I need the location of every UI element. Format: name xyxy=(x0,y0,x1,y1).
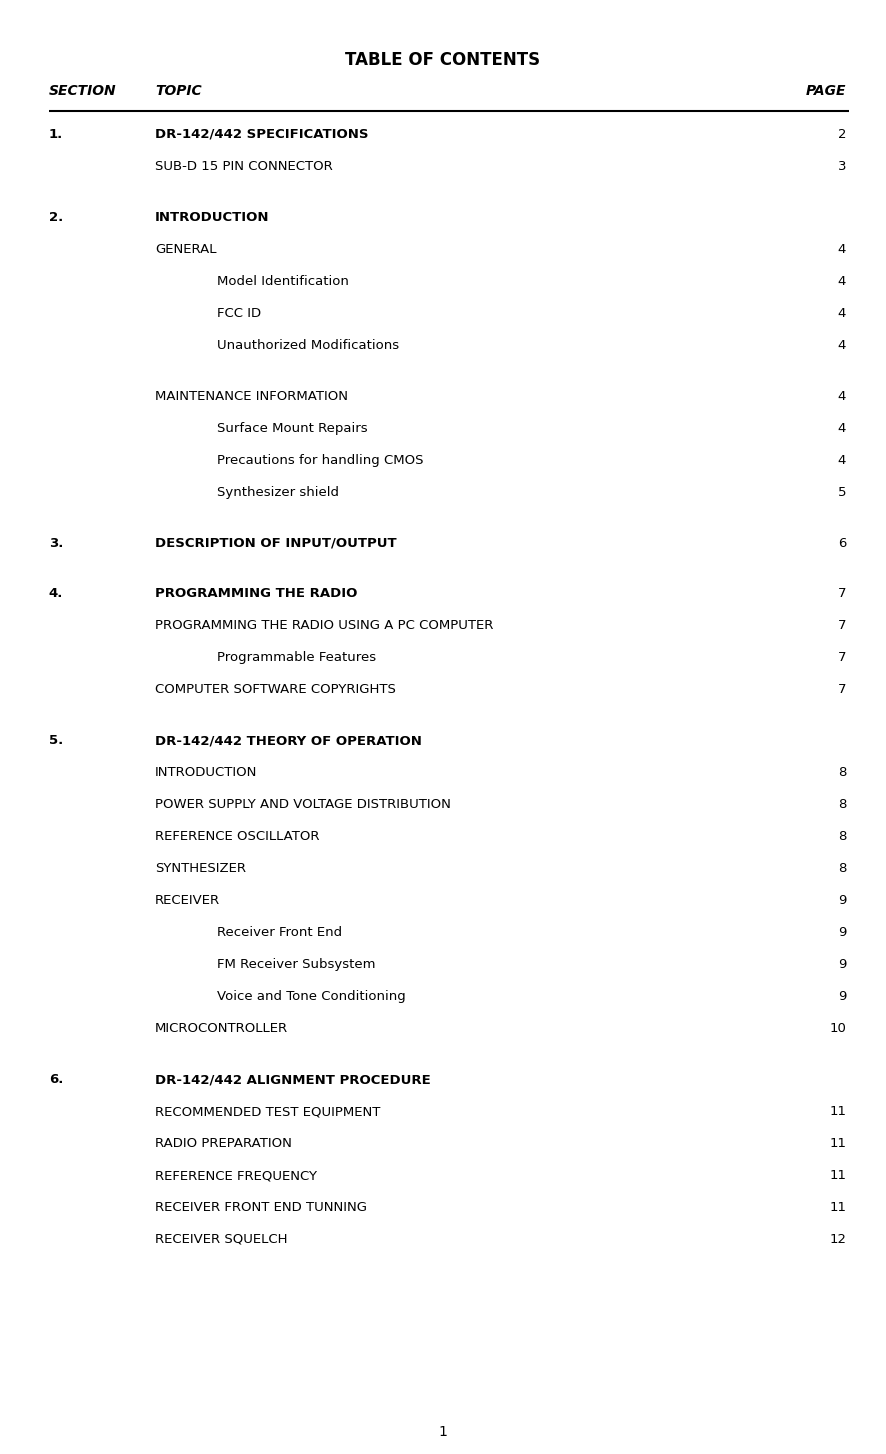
Text: TABLE OF CONTENTS: TABLE OF CONTENTS xyxy=(346,51,540,68)
Text: 11: 11 xyxy=(829,1105,846,1118)
Text: 6.: 6. xyxy=(49,1073,63,1086)
Text: DR-142/442 THEORY OF OPERATION: DR-142/442 THEORY OF OPERATION xyxy=(155,734,422,747)
Text: PAGE: PAGE xyxy=(805,84,846,99)
Text: 5: 5 xyxy=(837,486,846,499)
Text: Voice and Tone Conditioning: Voice and Tone Conditioning xyxy=(217,990,406,1003)
Text: 2: 2 xyxy=(837,128,846,141)
Text: 8: 8 xyxy=(838,862,846,875)
Text: PROGRAMMING THE RADIO: PROGRAMMING THE RADIO xyxy=(155,587,357,601)
Text: 4.: 4. xyxy=(49,587,63,601)
Text: 4: 4 xyxy=(838,390,846,403)
Text: GENERAL: GENERAL xyxy=(155,243,216,256)
Text: Precautions for handling CMOS: Precautions for handling CMOS xyxy=(217,454,424,467)
Text: 8: 8 xyxy=(838,766,846,779)
Text: DR-142/442 ALIGNMENT PROCEDURE: DR-142/442 ALIGNMENT PROCEDURE xyxy=(155,1073,431,1086)
Text: 11: 11 xyxy=(829,1137,846,1150)
Text: Receiver Front End: Receiver Front End xyxy=(217,926,342,939)
Text: 4: 4 xyxy=(838,454,846,467)
Text: INTRODUCTION: INTRODUCTION xyxy=(155,211,269,224)
Text: 2.: 2. xyxy=(49,211,63,224)
Text: SYNTHESIZER: SYNTHESIZER xyxy=(155,862,246,875)
Text: 7: 7 xyxy=(837,683,846,696)
Text: FCC ID: FCC ID xyxy=(217,307,261,320)
Text: SUB-D 15 PIN CONNECTOR: SUB-D 15 PIN CONNECTOR xyxy=(155,160,333,173)
Text: COMPUTER SOFTWARE COPYRIGHTS: COMPUTER SOFTWARE COPYRIGHTS xyxy=(155,683,396,696)
Text: FM Receiver Subsystem: FM Receiver Subsystem xyxy=(217,958,376,971)
Text: 7: 7 xyxy=(837,587,846,601)
Text: 9: 9 xyxy=(838,990,846,1003)
Text: Programmable Features: Programmable Features xyxy=(217,651,377,664)
Text: Synthesizer shield: Synthesizer shield xyxy=(217,486,339,499)
Text: INTRODUCTION: INTRODUCTION xyxy=(155,766,258,779)
Text: 8: 8 xyxy=(838,830,846,843)
Text: MICROCONTROLLER: MICROCONTROLLER xyxy=(155,1022,288,1035)
Text: REFERENCE OSCILLATOR: REFERENCE OSCILLATOR xyxy=(155,830,320,843)
Text: 10: 10 xyxy=(829,1022,846,1035)
Text: 6: 6 xyxy=(838,537,846,550)
Text: 9: 9 xyxy=(838,926,846,939)
Text: 1: 1 xyxy=(439,1425,447,1439)
Text: Surface Mount Repairs: Surface Mount Repairs xyxy=(217,422,368,435)
Text: DR-142/442 SPECIFICATIONS: DR-142/442 SPECIFICATIONS xyxy=(155,128,369,141)
Text: RECEIVER SQUELCH: RECEIVER SQUELCH xyxy=(155,1233,288,1246)
Text: RECEIVER: RECEIVER xyxy=(155,894,221,907)
Text: 1.: 1. xyxy=(49,128,63,141)
Text: DESCRIPTION OF INPUT/OUTPUT: DESCRIPTION OF INPUT/OUTPUT xyxy=(155,537,397,550)
Text: 12: 12 xyxy=(829,1233,846,1246)
Text: RADIO PREPARATION: RADIO PREPARATION xyxy=(155,1137,291,1150)
Text: 4: 4 xyxy=(838,339,846,352)
Text: 7: 7 xyxy=(837,651,846,664)
Text: SECTION: SECTION xyxy=(49,84,116,99)
Text: Model Identification: Model Identification xyxy=(217,275,349,288)
Text: 3: 3 xyxy=(837,160,846,173)
Text: 4: 4 xyxy=(838,422,846,435)
Text: 3.: 3. xyxy=(49,537,63,550)
Text: 8: 8 xyxy=(838,798,846,811)
Text: REFERENCE FREQUENCY: REFERENCE FREQUENCY xyxy=(155,1169,317,1182)
Text: 11: 11 xyxy=(829,1201,846,1214)
Text: POWER SUPPLY AND VOLTAGE DISTRIBUTION: POWER SUPPLY AND VOLTAGE DISTRIBUTION xyxy=(155,798,451,811)
Text: RECEIVER FRONT END TUNNING: RECEIVER FRONT END TUNNING xyxy=(155,1201,367,1214)
Text: 5.: 5. xyxy=(49,734,63,747)
Text: RECOMMENDED TEST EQUIPMENT: RECOMMENDED TEST EQUIPMENT xyxy=(155,1105,380,1118)
Text: 9: 9 xyxy=(838,894,846,907)
Text: Unauthorized Modifications: Unauthorized Modifications xyxy=(217,339,400,352)
Text: 11: 11 xyxy=(829,1169,846,1182)
Text: PROGRAMMING THE RADIO USING A PC COMPUTER: PROGRAMMING THE RADIO USING A PC COMPUTE… xyxy=(155,619,494,632)
Text: TOPIC: TOPIC xyxy=(155,84,202,99)
Text: 4: 4 xyxy=(838,275,846,288)
Text: 4: 4 xyxy=(838,243,846,256)
Text: MAINTENANCE INFORMATION: MAINTENANCE INFORMATION xyxy=(155,390,348,403)
Text: 7: 7 xyxy=(837,619,846,632)
Text: 9: 9 xyxy=(838,958,846,971)
Text: 4: 4 xyxy=(838,307,846,320)
